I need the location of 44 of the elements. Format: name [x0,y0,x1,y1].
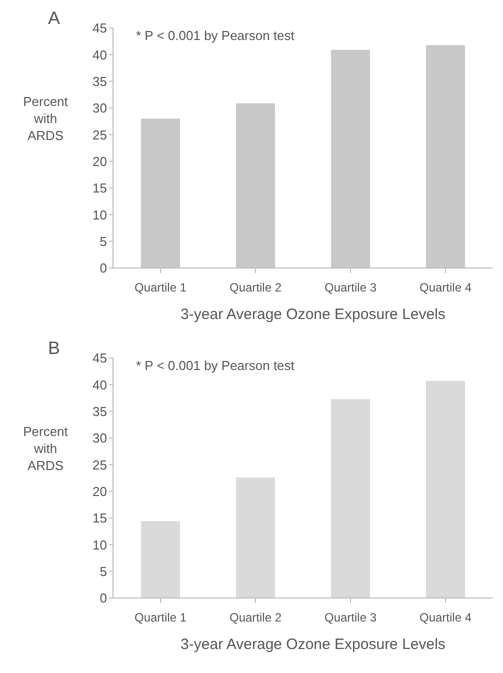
bar [426,45,465,268]
y-axis-title: Percent with ARDS [22,93,69,144]
y-tick-label: 20 [92,484,107,499]
y-tick-label: 40 [92,377,107,392]
x-tick-label: Quartile 2 [229,610,282,625]
x-tick-label: Quartile 1 [134,610,187,625]
y-tick-label: 45 [92,20,107,36]
y-tick-label: 20 [92,154,107,169]
y-axis-title: Percent with ARDS [22,423,69,474]
x-axis-title: 3-year Average Ozone Exposure Levels [180,306,446,323]
bar [331,50,370,268]
bar [236,477,275,598]
x-tick-label: Quartile 1 [134,280,187,295]
y-tick-label: 30 [92,100,107,116]
x-tick-label: Quartile 3 [324,610,377,625]
bar [141,521,180,598]
y-tick-label: 0 [100,590,107,606]
x-tick-label: Quartile 2 [229,280,282,295]
bar [426,380,465,598]
y-tick-label: 45 [92,350,107,366]
y-tick-label: 40 [92,47,107,62]
y-tick-label: 5 [100,234,107,249]
x-axis-title: 3-year Average Ozone Exposure Levels [180,636,446,653]
y-tick-label: 15 [92,510,107,526]
chart-title: B [48,338,60,359]
annotation: * P < 0.001 by Pearson test [136,358,294,373]
x-tick-label: Quartile 3 [324,280,377,295]
x-tick-label: Quartile 4 [419,280,472,295]
y-tick-label: 5 [100,564,107,579]
bar [331,399,370,598]
annotation: * P < 0.001 by Pearson test [136,28,294,43]
y-tick-label: 15 [92,180,107,196]
bar [141,118,180,268]
y-tick-label: 25 [92,457,107,472]
x-tick-label: Quartile 4 [419,610,472,625]
y-tick-label: 10 [92,207,107,222]
y-tick-label: 30 [92,430,107,446]
bar [236,103,275,268]
y-tick-label: 35 [92,404,107,419]
y-tick-label: 0 [100,260,107,276]
chart-title: A [48,8,60,29]
y-tick-label: 10 [92,537,107,552]
y-tick-label: 25 [92,127,107,142]
y-tick-label: 35 [92,74,107,89]
